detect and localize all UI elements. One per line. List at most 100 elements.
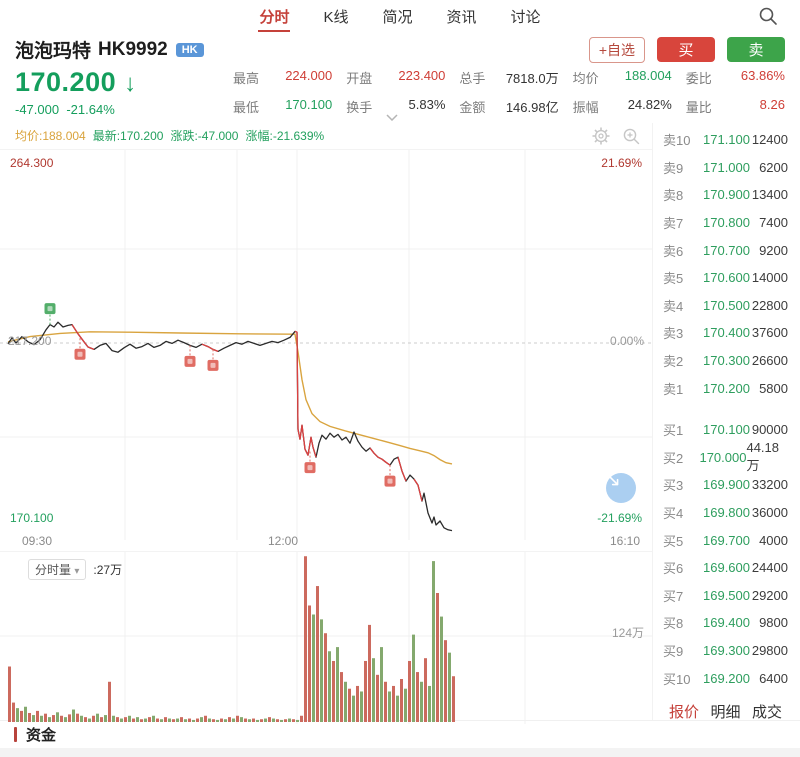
orderbook-volume: 13400 — [751, 187, 788, 203]
tab-minute-chart[interactable]: 分时 — [258, 1, 291, 32]
stock-name: 泡泡玛特 — [15, 41, 92, 62]
orderbook-price: 170.100 — [703, 422, 750, 438]
orderbook-row[interactable]: 卖2 170.300 26600 — [663, 347, 788, 375]
orderbook-volume: 29800 — [751, 642, 788, 658]
orderbook-level-label: 卖3 — [663, 326, 684, 342]
orderbook-row[interactable]: 卖7 170.800 7400 — [663, 209, 788, 237]
axis-min-price: 170.100 — [10, 510, 54, 525]
orderbook-row[interactable]: 卖3 170.400 37600 — [663, 319, 788, 347]
stat-value: 170.100 — [285, 97, 333, 112]
axis-max-pct: 21.69% — [601, 155, 642, 170]
time-open: 09:30 — [22, 533, 53, 548]
stat-value: 63.86% — [740, 68, 785, 83]
rotate-landscape-button[interactable] — [606, 472, 636, 503]
volume-chart[interactable]: 分时量 ▾ :27万 124万 — [0, 550, 652, 724]
orderbook-level-label: 卖9 — [663, 160, 684, 176]
stat-value: 24.82% — [627, 97, 672, 112]
orderbook-price: 169.500 — [703, 587, 750, 603]
orderbook-row[interactable]: 买10 169.200 6400 — [663, 664, 788, 692]
sell-levels: 卖10 171.100 12400 卖9 171.000 6200 卖8 170.900 134… — [663, 126, 788, 402]
orderbook-price: 170.900 — [703, 187, 750, 203]
orderbook-volume: 26600 — [751, 353, 788, 369]
orderbook-row[interactable]: 卖8 170.900 13400 — [663, 181, 788, 209]
orderbook-row[interactable]: 卖9 171.000 6200 — [663, 154, 788, 182]
collapse-chevron-icon[interactable] — [385, 108, 399, 126]
orderbook-volume: 9200 — [759, 242, 788, 258]
orderbook-level-label: 买7 — [663, 588, 684, 604]
tab-details[interactable]: 明细 — [710, 703, 741, 721]
add-watchlist-button[interactable]: +自选 — [588, 36, 645, 63]
stat-label: 开盘 — [346, 71, 373, 86]
axis-prev-close: 217.200 — [8, 333, 52, 348]
orderbook-volume: 37600 — [751, 325, 788, 341]
tab-quotes[interactable]: 报价 — [669, 703, 700, 721]
legend-change: 涨跌:-47.000 — [170, 129, 239, 144]
tab-kline[interactable]: K线 — [323, 8, 349, 26]
last-price: 170.200 — [15, 67, 117, 97]
zoom-in-icon[interactable] — [622, 127, 640, 145]
stat-value: 5.83% — [408, 97, 446, 112]
orderbook-row[interactable]: 买9 169.300 29800 — [663, 637, 788, 665]
tab-overview[interactable]: 简况 — [382, 8, 413, 26]
orderbook-price: 170.600 — [703, 270, 750, 286]
orderbook-row[interactable]: 买2 170.000 44.18万 — [663, 440, 788, 473]
orderbook-row[interactable]: 买6 169.600 24400 — [663, 554, 788, 582]
orderbook-row[interactable]: 买3 169.900 33200 — [663, 471, 788, 499]
volume-indicator-dropdown[interactable]: 分时量 ▾ — [28, 558, 87, 580]
orderbook-level-label: 卖1 — [663, 381, 684, 397]
orderbook-price: 171.100 — [703, 132, 750, 148]
chart-column: 均价:188.004 最新:170.200 涨跌:-47.000 涨幅:-21.… — [0, 123, 652, 724]
orderbook-row[interactable]: 买4 169.800 36000 — [663, 499, 788, 527]
search-icon[interactable] — [758, 6, 778, 26]
orderbook-volume: 44.18万 — [746, 440, 780, 474]
settings-gear-icon[interactable] — [592, 127, 610, 145]
orderbook-price: 169.800 — [703, 505, 750, 521]
orderbook-row[interactable]: 卖4 170.500 22800 — [663, 292, 788, 320]
orderbook-price: 170.300 — [703, 353, 750, 369]
tab-discussion[interactable]: 讨论 — [510, 8, 541, 26]
orderbook-row[interactable]: 买7 169.500 29200 — [663, 582, 788, 610]
axis-min-pct: -21.69% — [597, 510, 642, 525]
stats-grid: 最高 224.000 开盘 223.400 总手 7818.0万 均价 188.004 … — [233, 67, 785, 117]
orderbook-level-label: 买3 — [663, 478, 684, 494]
orderbook-volume: 36000 — [751, 505, 788, 521]
orderbook-level-label: 买8 — [663, 616, 684, 632]
orderbook-price: 169.600 — [703, 560, 750, 576]
orderbook-level-label: 卖2 — [663, 354, 684, 370]
orderbook-row[interactable]: 卖6 170.700 9200 — [663, 236, 788, 264]
legend-change-pct: 涨幅:-21.639% — [245, 129, 325, 144]
orderbook-volume: 14000 — [751, 270, 788, 286]
buy-button[interactable]: 买 — [657, 37, 715, 62]
orderbook-volume: 22800 — [751, 297, 788, 313]
tab-news[interactable]: 资讯 — [446, 8, 477, 26]
stat-value: 223.400 — [398, 68, 446, 83]
stock-code: HK9992 — [98, 38, 168, 60]
stat-label: 总手 — [459, 71, 486, 86]
orderbook-price: 170.800 — [703, 215, 750, 231]
orderbook-level-label: 买6 — [663, 561, 684, 577]
orderbook-price: 169.900 — [703, 477, 750, 493]
price-chart[interactable]: 264.300 21.69% 217.200 0.00% 170.100 -21… — [0, 148, 652, 540]
chart-legend: 均价:188.004 最新:170.200 涨跌:-47.000 涨幅:-21.… — [0, 123, 652, 149]
orderbook-row[interactable]: 买1 170.100 90000 — [663, 416, 788, 444]
sell-button[interactable]: 卖 — [727, 37, 785, 62]
order-book-panel: 卖10 171.100 12400 卖9 171.000 6200 卖8 170.900 134… — [652, 123, 800, 722]
orderbook-footer-tabs: 报价 明细 成交 — [663, 692, 788, 722]
orderbook-row[interactable]: 买5 169.700 4000 — [663, 526, 788, 554]
legend-last-price: 最新:170.200 — [92, 129, 164, 144]
orderbook-level-label: 买5 — [663, 533, 684, 549]
orderbook-volume: 6400 — [759, 670, 788, 686]
price-change: -47.000 — [15, 102, 60, 117]
tab-trades[interactable]: 成交 — [751, 703, 782, 721]
orderbook-price: 170.700 — [703, 242, 750, 258]
orderbook-row[interactable]: 卖1 170.200 5800 — [663, 374, 788, 402]
orderbook-row[interactable]: 买8 169.400 9800 — [663, 609, 788, 637]
orderbook-price: 170.500 — [703, 297, 750, 313]
orderbook-row[interactable]: 卖10 171.100 12400 — [663, 126, 788, 154]
orderbook-price: 170.000 — [699, 449, 747, 465]
orderbook-price: 169.400 — [703, 615, 750, 631]
orderbook-price: 169.300 — [703, 642, 750, 658]
orderbook-row[interactable]: 卖5 170.600 14000 — [663, 264, 788, 292]
stock-header: 泡泡玛特 HK9992 HK +自选 买 卖 170.200 ↓ -47.000… — [0, 32, 800, 123]
axis-max-price: 264.300 — [10, 155, 54, 170]
